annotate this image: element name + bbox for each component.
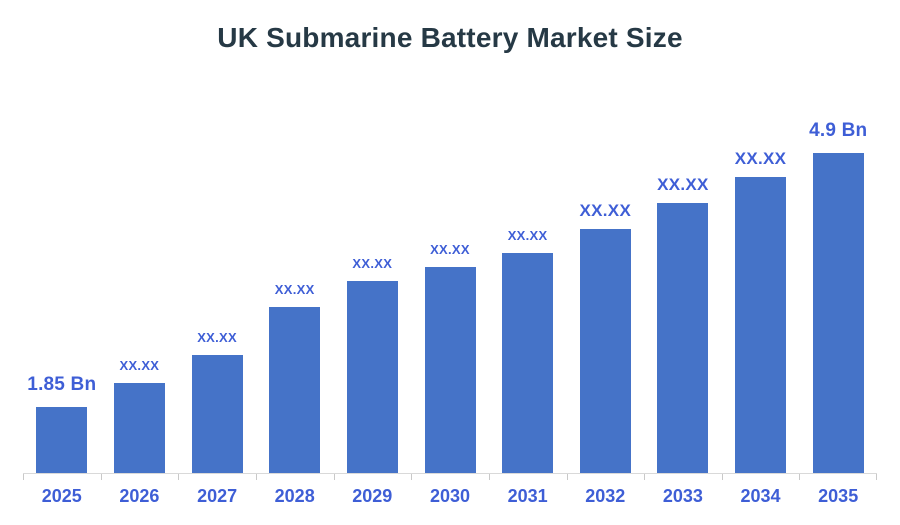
x-axis-label-2027: 2027	[197, 486, 238, 506]
value-label-2030: XX.XX	[430, 241, 470, 257]
value-label-2026: XX.XX	[119, 357, 160, 373]
x-axis-label-2029: 2029	[352, 486, 393, 506]
value-label-2027: XX.XX	[197, 329, 237, 345]
x-axis-tick	[178, 474, 180, 480]
x-axis-tick	[255, 474, 257, 480]
value-label-2032: XX.XX	[579, 201, 632, 221]
x-axis-tick	[799, 474, 801, 480]
bar-2030	[424, 267, 476, 473]
x-axis-tick	[876, 474, 877, 480]
x-axis-label-2031: 2031	[507, 486, 548, 506]
x-axis-tick	[566, 474, 568, 480]
value-label-2025: 1.85 Bn	[27, 374, 97, 396]
x-axis-label-2026: 2026	[119, 486, 160, 506]
bar-2025	[36, 407, 88, 473]
bar-2028	[269, 307, 321, 473]
value-label-2028: XX.XX	[274, 281, 315, 297]
bar-2034	[735, 177, 786, 473]
x-axis-label-2032: 2032	[585, 486, 626, 506]
x-axis-tick	[411, 474, 413, 480]
bar-2029	[346, 281, 398, 473]
x-axis-tick	[721, 474, 723, 480]
bar-2035	[812, 153, 864, 473]
bar-2033	[657, 203, 709, 473]
bar-2031	[502, 253, 554, 473]
value-label-2035: 4.9 Bn	[809, 120, 868, 142]
x-axis-tick	[100, 474, 102, 480]
bar-2026	[114, 383, 165, 473]
plot-area: 1.85 Bn 2025 XX.XX 2026 XX.XX 2027 XX.XX 2028 XX…	[23, 0, 877, 506]
x-axis-label-2028: 2028	[274, 486, 315, 506]
x-axis-line	[23, 473, 877, 474]
x-axis-tick	[488, 474, 490, 480]
value-label-2029: XX.XX	[352, 255, 393, 271]
value-label-2034: XX.XX	[734, 149, 787, 169]
x-axis-tick	[333, 474, 335, 480]
chart-title: UK Submarine Battery Market Size	[217, 22, 683, 53]
bar-2032	[579, 229, 631, 473]
x-axis-tick	[644, 474, 646, 480]
x-axis-label-2033: 2033	[662, 486, 703, 506]
x-axis-label-2025: 2025	[41, 486, 82, 506]
value-label-2033: XX.XX	[657, 175, 709, 195]
x-axis-label-2035: 2035	[818, 486, 859, 506]
value-label-2031: XX.XX	[507, 227, 548, 243]
bar-2027	[191, 355, 243, 473]
x-axis-tick	[23, 474, 24, 480]
x-axis-label-2034: 2034	[740, 486, 781, 506]
x-axis-label-2030: 2030	[429, 486, 470, 506]
